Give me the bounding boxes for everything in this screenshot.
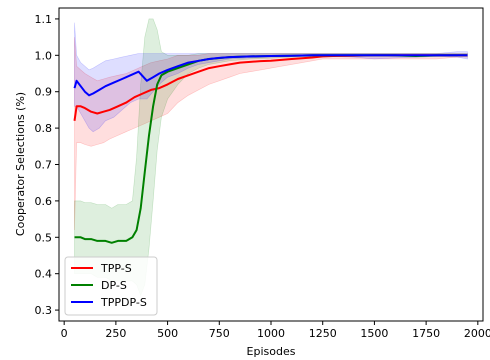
y-tick-label: 0.9: [35, 86, 53, 99]
x-tick-label: 250: [105, 327, 126, 340]
x-tick-label: 2000: [464, 327, 490, 340]
legend-label-dp-s: DP-S: [101, 279, 127, 292]
x-tick-label: 1750: [412, 327, 440, 340]
y-tick-label: 0.8: [35, 122, 53, 135]
x-tick-label: 1000: [257, 327, 285, 340]
y-tick-label: 0.4: [35, 268, 53, 281]
x-tick-label: 0: [61, 327, 68, 340]
x-tick-label: 750: [209, 327, 230, 340]
tpp-s-confidence-band: [74, 37, 468, 231]
y-axis-label: Cooperator Selections (%): [14, 92, 27, 236]
y-tick-label: 0.3: [35, 304, 53, 317]
series-lines: [73, 54, 468, 244]
y-axis-ticks: 0.3 0.4 0.5 0.6 0.7 0.8 0.9 1.0 1.1: [35, 13, 59, 317]
legend-label-tpp-s: TPP-S: [100, 262, 132, 275]
x-axis-ticks: 0 250 500 750 1000 1250 1500 1750 2000: [61, 321, 490, 340]
y-tick-label: 1.1: [35, 13, 53, 26]
x-tick-label: 1250: [309, 327, 337, 340]
tppdp-s-line: [73, 54, 468, 97]
y-tick-label: 0.7: [35, 159, 53, 172]
legend-label-tppdp-s: TPPDP-S: [100, 296, 147, 309]
y-tick-label: 1.0: [35, 49, 53, 62]
x-axis-label: Episodes: [247, 345, 296, 358]
x-tick-label: 1500: [360, 327, 388, 340]
y-tick-label: 0.5: [35, 231, 53, 244]
x-tick-label: 500: [157, 327, 178, 340]
legend: TPP-S DP-S TPPDP-S: [64, 256, 158, 316]
y-tick-label: 0.6: [35, 195, 53, 208]
legend-box: [64, 256, 158, 316]
